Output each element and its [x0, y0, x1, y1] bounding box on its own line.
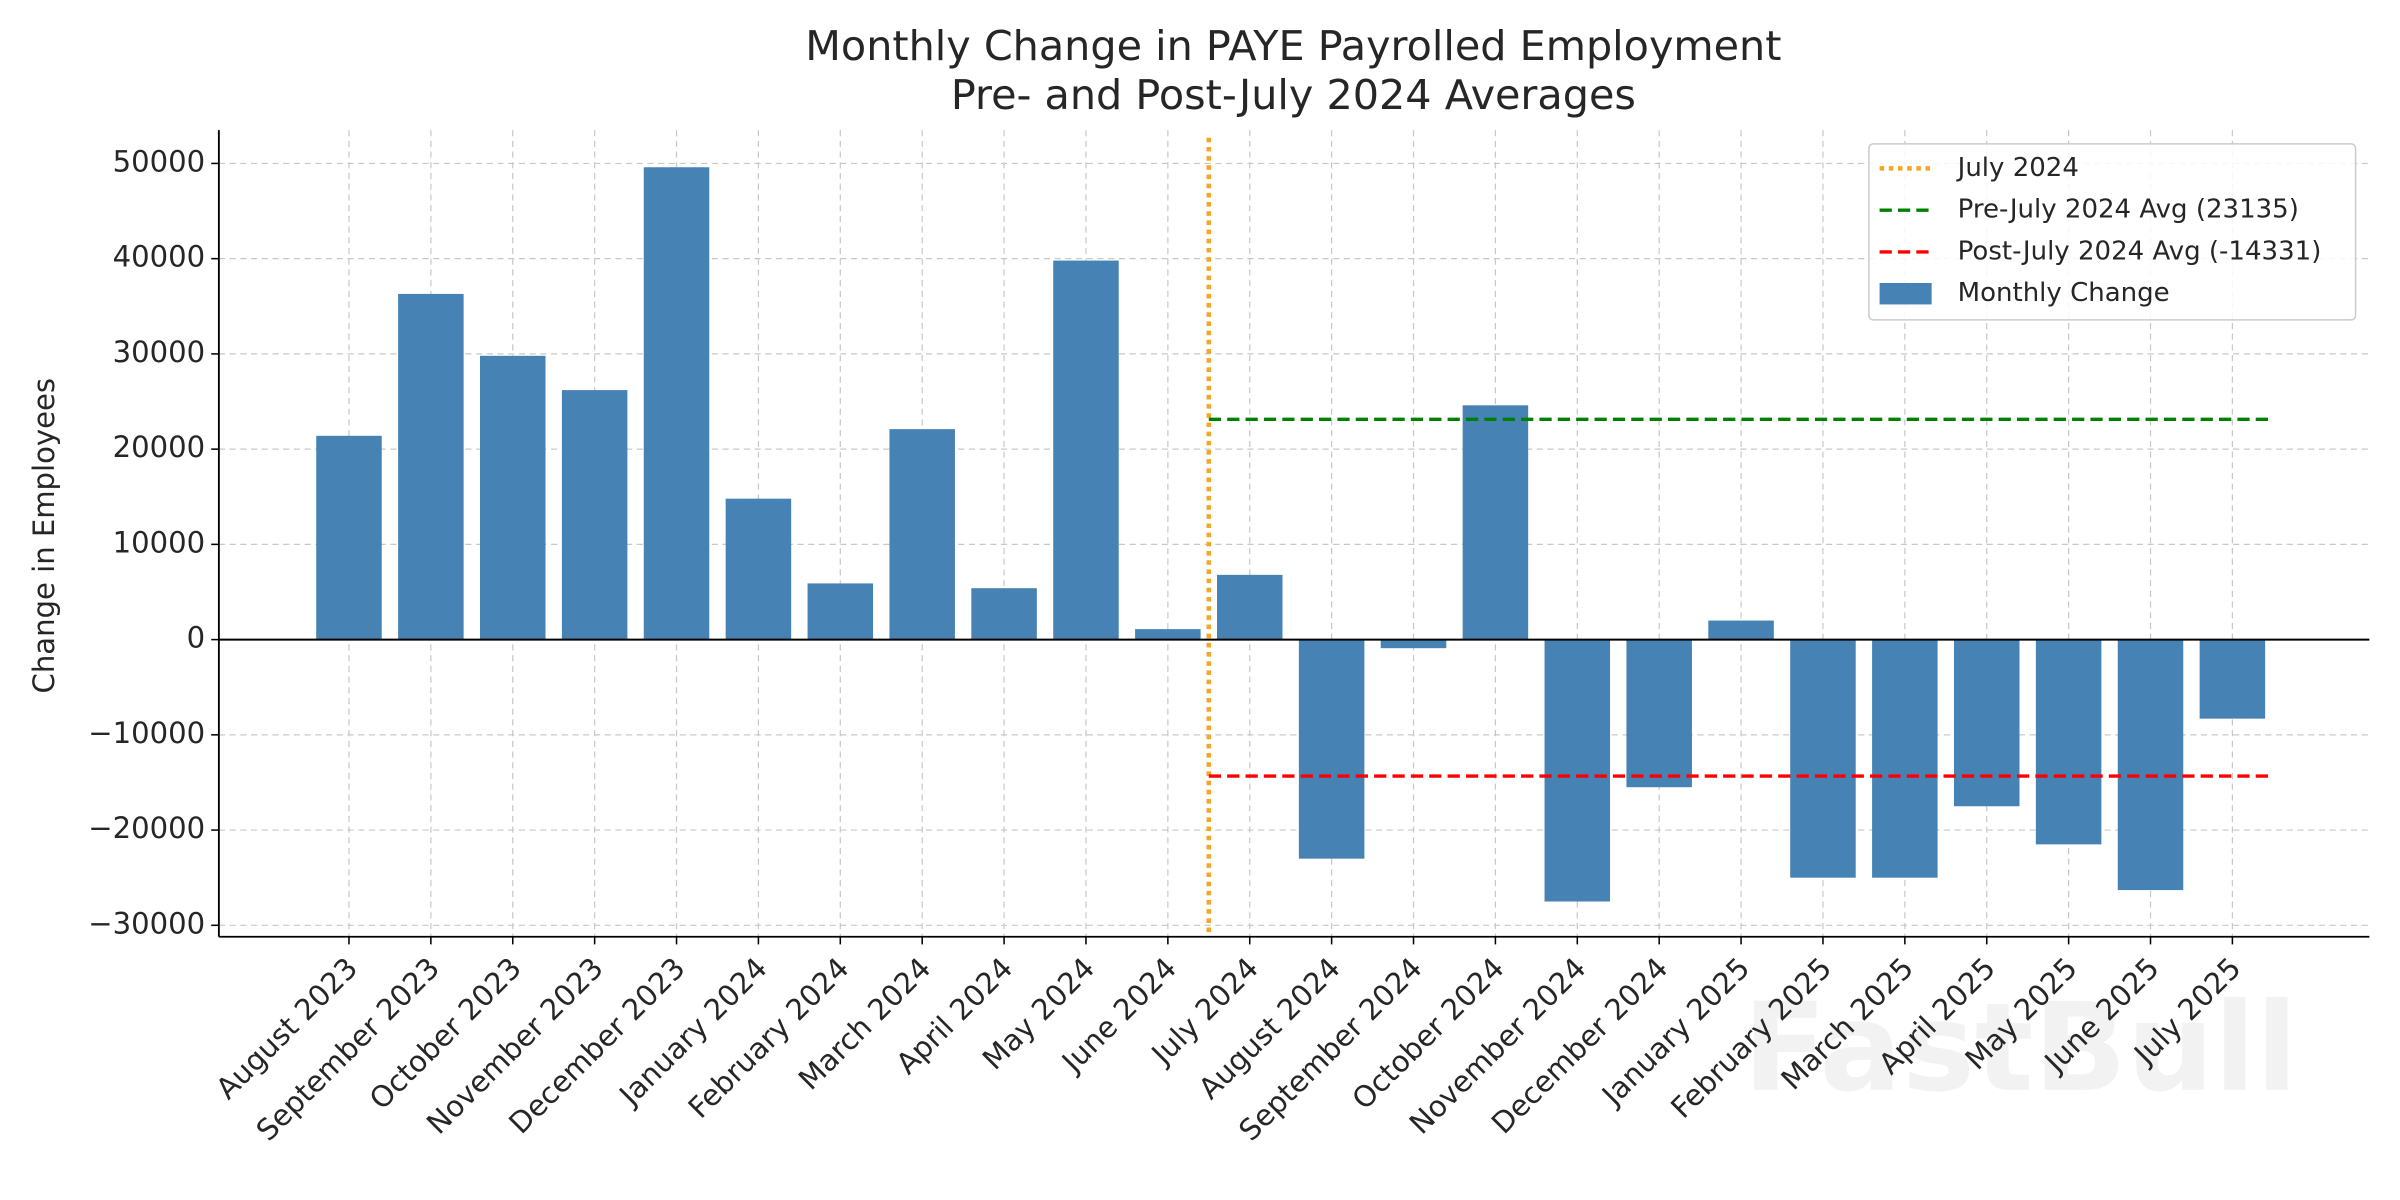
x-tick-label: August 2024: [1192, 951, 1347, 1106]
bar: [1626, 639, 1692, 788]
y-tick-label: −20000: [88, 811, 205, 845]
y-tick-label: 40000: [113, 240, 206, 274]
bar: [1872, 639, 1938, 878]
bar: [2035, 639, 2102, 845]
bar: [1544, 639, 1611, 902]
legend-label: Monthly Change: [1958, 278, 2170, 308]
legend-label: Pre-July 2024 Avg (23135): [1958, 195, 2299, 225]
legend: July 2024 Pre-July 2024 Avg (23135) Post-J…: [1868, 143, 2357, 321]
y-tick-label: −10000: [88, 716, 205, 750]
y-tick-label: 50000: [113, 144, 206, 178]
watermark: FastBull: [1743, 976, 2298, 1119]
x-tick-label: August 2023: [209, 951, 364, 1106]
y-tick-label: 20000: [113, 430, 206, 464]
bar: [1790, 639, 1856, 878]
chart-title: Monthly Change in PAYE Payrolled Employm…: [805, 22, 1781, 70]
bar: [643, 167, 710, 640]
bar: [1708, 620, 1774, 640]
bar: [889, 429, 955, 640]
bar: [971, 588, 1037, 640]
y-tick-label: −30000: [88, 906, 205, 940]
y-axis-label: Change in Employees: [27, 378, 61, 694]
legend-label: July 2024: [1956, 153, 2079, 183]
bar: [1216, 574, 1283, 640]
legend-swatch: [1879, 283, 1932, 305]
bar: [1298, 639, 1365, 859]
bar: [1135, 629, 1201, 640]
bar: [561, 390, 628, 640]
bar: [1053, 260, 1119, 640]
chart-subtitle: Pre- and Post-July 2024 Averages: [951, 71, 1636, 119]
y-tick-label: 10000: [113, 525, 206, 559]
bar: [2117, 639, 2184, 891]
bar: [480, 355, 546, 640]
bar: [1953, 639, 2020, 807]
bar: [807, 583, 874, 640]
bar: [1462, 405, 1529, 640]
y-tick-label: 30000: [113, 335, 206, 369]
bar: [1380, 639, 1447, 649]
bar: [398, 293, 464, 640]
legend-frame: [1868, 143, 2357, 321]
bar: [2199, 639, 2266, 719]
bar: [316, 435, 382, 640]
bar: [725, 498, 792, 640]
legend-label: Post-July 2024 Avg (-14331): [1958, 236, 2322, 266]
y-tick-label: 0: [187, 621, 206, 655]
